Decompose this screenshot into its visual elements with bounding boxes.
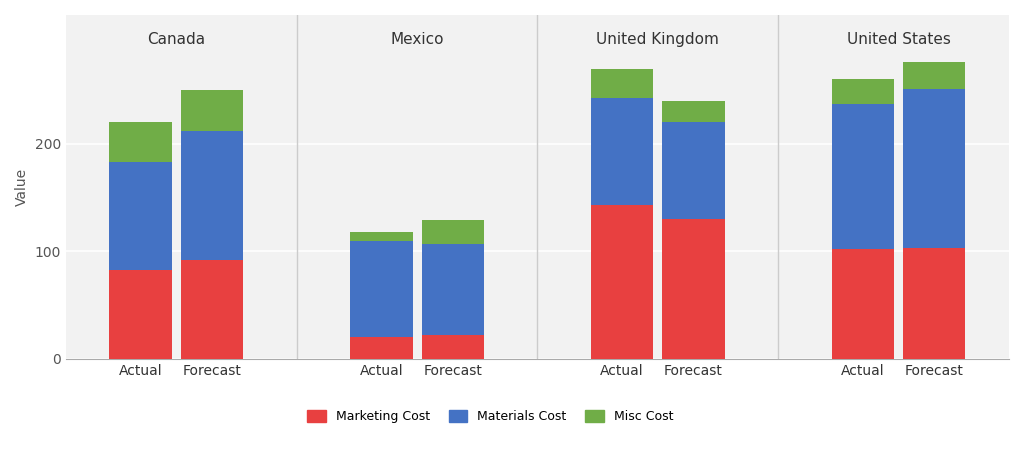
Text: United States: United States — [847, 32, 950, 47]
Bar — [903, 89, 966, 248]
Bar — [181, 90, 244, 131]
Legend: Marketing Cost, Materials Cost, Misc Cost: Marketing Cost, Materials Cost, Misc Cos… — [302, 406, 679, 428]
Bar — [903, 62, 966, 89]
Bar — [181, 131, 244, 260]
Bar — [591, 205, 653, 359]
Bar — [831, 104, 894, 249]
Bar — [663, 101, 725, 122]
Bar — [181, 260, 244, 359]
Y-axis label: Value: Value — [15, 168, 29, 206]
Text: United Kingdom: United Kingdom — [596, 32, 719, 47]
Bar — [422, 220, 484, 244]
Bar — [350, 337, 413, 359]
Bar — [903, 248, 966, 359]
Bar — [110, 270, 172, 359]
Bar — [110, 122, 172, 162]
Bar — [831, 80, 894, 104]
Bar — [350, 241, 413, 337]
Text: Mexico: Mexico — [390, 32, 443, 47]
Bar — [350, 232, 413, 241]
Bar — [591, 69, 653, 98]
Bar — [663, 219, 725, 359]
Bar — [831, 249, 894, 359]
Bar — [110, 162, 172, 270]
Text: Canada: Canada — [147, 32, 206, 47]
Bar — [422, 335, 484, 359]
Bar — [591, 98, 653, 205]
Bar — [663, 122, 725, 219]
Bar — [422, 244, 484, 335]
